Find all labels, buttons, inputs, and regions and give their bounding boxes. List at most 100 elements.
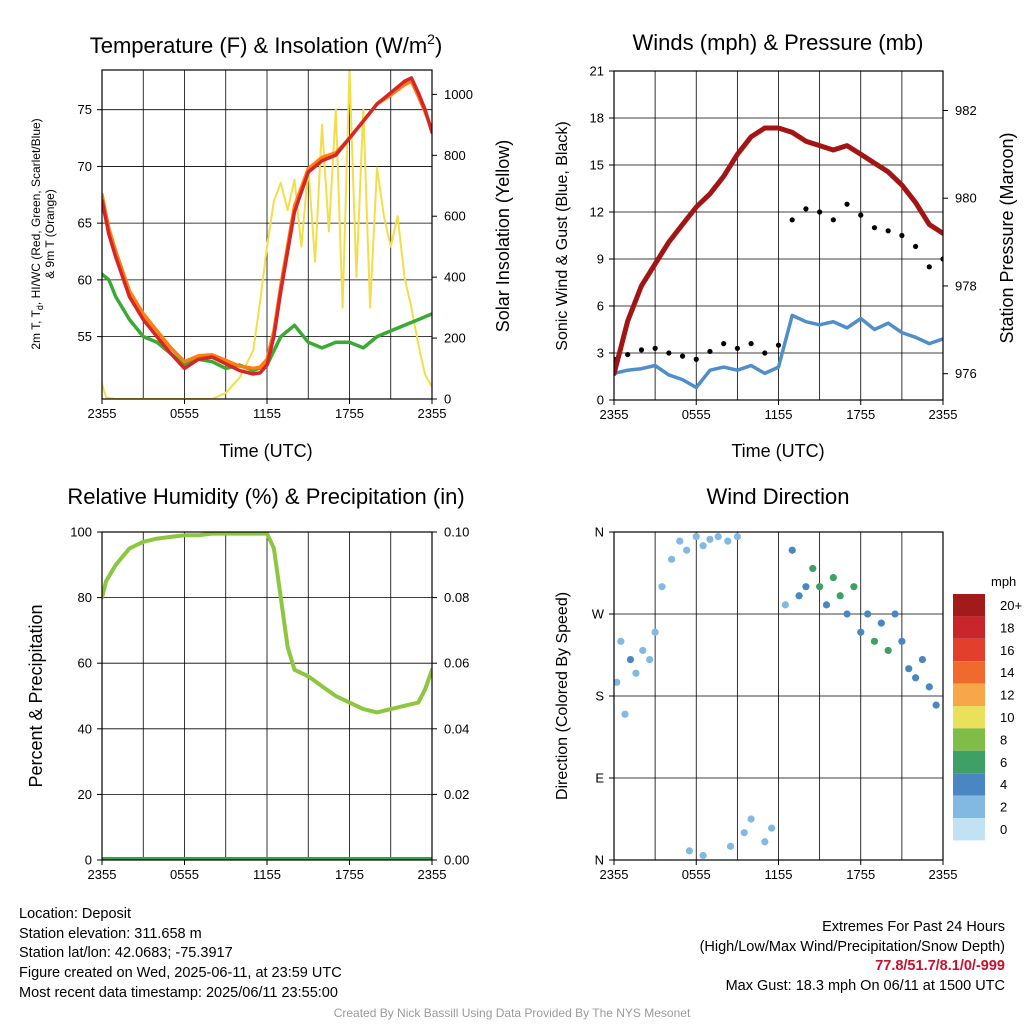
y-tick-label: E <box>595 771 604 786</box>
y2-tick-label: 980 <box>955 191 977 206</box>
station-info: Location: Deposit Station elevation: 311… <box>19 905 342 1004</box>
x-tick-label: 0555 <box>682 407 711 422</box>
direction-point <box>714 532 722 541</box>
y-tick-label: 18 <box>590 111 604 126</box>
wd-y-axis-label: Direction (Colored By Speed) <box>554 592 571 800</box>
direction-point <box>925 683 933 691</box>
direction-point <box>918 655 927 664</box>
direction-point <box>884 646 892 655</box>
y2-tick-label: 200 <box>444 331 466 346</box>
direction-point <box>850 583 858 591</box>
legend-label: 4 <box>1000 777 1007 792</box>
direction-point <box>706 535 714 543</box>
gust-point <box>926 264 932 270</box>
direction-point <box>632 669 640 677</box>
y-tick-label: 6 <box>597 299 604 314</box>
direction-point <box>822 601 831 609</box>
y-tick-label: N <box>595 853 604 868</box>
legend-swatch <box>953 638 985 662</box>
gust-point <box>762 350 768 356</box>
legend-label: 18 <box>1000 620 1014 635</box>
direction-point <box>683 546 691 554</box>
gust-point <box>693 356 699 362</box>
legend-swatch <box>953 773 985 796</box>
plot-frame <box>101 69 433 400</box>
y2-tick-label: 0.06 <box>444 656 469 671</box>
gust-point <box>858 212 864 218</box>
x-tick-label: 1755 <box>846 867 875 882</box>
direction-point <box>699 851 707 860</box>
y-tick-label: 60 <box>78 272 92 287</box>
station-elevation: Station elevation: 311.658 m <box>19 925 202 942</box>
direction-point <box>676 537 684 545</box>
y-tick-label: 9 <box>597 252 604 267</box>
direction-point <box>857 628 865 636</box>
series-line-2 <box>614 125 943 377</box>
extremes-values: 77.8/51.7/8.1/0/-999 <box>875 958 1005 975</box>
legend-swatch <box>953 750 985 774</box>
extremes-panel: Extremes For Past 24 Hours (High/Low/Max… <box>700 918 1005 997</box>
direction-point <box>621 710 629 718</box>
direction-point <box>905 665 913 673</box>
chart-panel-1: 2355 0555 1155 1755 235503691215182197697898… <box>590 64 977 423</box>
gust-point <box>844 201 850 207</box>
direction-point <box>692 532 700 541</box>
gust-point <box>817 209 823 215</box>
x-tick-label: 2355 <box>929 407 958 422</box>
direction-point <box>802 583 810 591</box>
direction-point <box>740 829 748 837</box>
y2-tick-label: 800 <box>444 148 466 163</box>
legend-swatch <box>953 795 985 818</box>
legend-label: 16 <box>1000 643 1014 658</box>
gust-point <box>789 217 795 223</box>
direction-point <box>870 637 879 645</box>
y-tick-label: 15 <box>590 158 604 173</box>
y2-tick-label: 982 <box>955 103 977 118</box>
x-tick-label: 2355 <box>600 867 629 882</box>
y-tick-label: N <box>595 525 604 540</box>
legend-swatch <box>953 706 985 729</box>
direction-point <box>733 532 741 541</box>
gust-point <box>885 228 891 234</box>
direction-point <box>724 537 732 545</box>
legend-label: 12 <box>1000 688 1014 703</box>
chart-panel-0: 2355 0555 1155 1755 2355 55 60 65 70 75 0 200 400 600… <box>78 69 473 421</box>
x-tick-label: 2355 <box>418 867 447 882</box>
credit-line: Created By Nick Bassill Using Data Provi… <box>333 1006 691 1020</box>
y-tick-label: S <box>595 689 604 704</box>
direction-point <box>829 573 837 582</box>
winds-x-axis-label: Time (UTC) <box>731 441 824 461</box>
direction-point <box>809 564 817 573</box>
gust-point <box>899 232 905 239</box>
x-tick-label: 2355 <box>88 406 117 421</box>
y-tick-label: 55 <box>78 329 92 344</box>
x-tick-label: 1755 <box>335 406 364 421</box>
x-tick-label: 0555 <box>170 867 199 882</box>
gust-point <box>707 348 713 355</box>
y2-tick-label: 600 <box>444 209 466 224</box>
y2-tick-label: 976 <box>955 366 977 381</box>
direction-point <box>781 601 789 609</box>
legend-label: 8 <box>1000 732 1007 747</box>
y-tick-label: 70 <box>78 159 92 174</box>
temp-y2-axis-label: Solar Insolation (Yellow) <box>493 140 513 332</box>
y2-tick-label: 978 <box>955 278 977 293</box>
legend-swatch <box>953 616 985 639</box>
direction-point <box>658 583 666 591</box>
chart-panel-3: 2355 0555 1155 1755 2355NESWNmph20+181614121… <box>592 525 1022 883</box>
direction-point <box>667 555 676 563</box>
x-tick-label: 1155 <box>765 407 793 422</box>
y2-tick-label: 0.02 <box>444 787 469 802</box>
wind-direction-chart-title: Wind Direction <box>706 484 849 509</box>
direction-point <box>626 655 635 664</box>
plot-frame <box>613 531 944 861</box>
direction-point <box>932 701 940 709</box>
gust-point <box>734 345 740 351</box>
direction-point <box>911 674 920 682</box>
x-tick-label: 2355 <box>929 867 958 882</box>
y-tick-label: 65 <box>78 216 92 231</box>
x-tick-label: 2355 <box>600 407 629 422</box>
x-tick-label: 2355 <box>418 406 447 421</box>
gust-point <box>803 206 809 212</box>
